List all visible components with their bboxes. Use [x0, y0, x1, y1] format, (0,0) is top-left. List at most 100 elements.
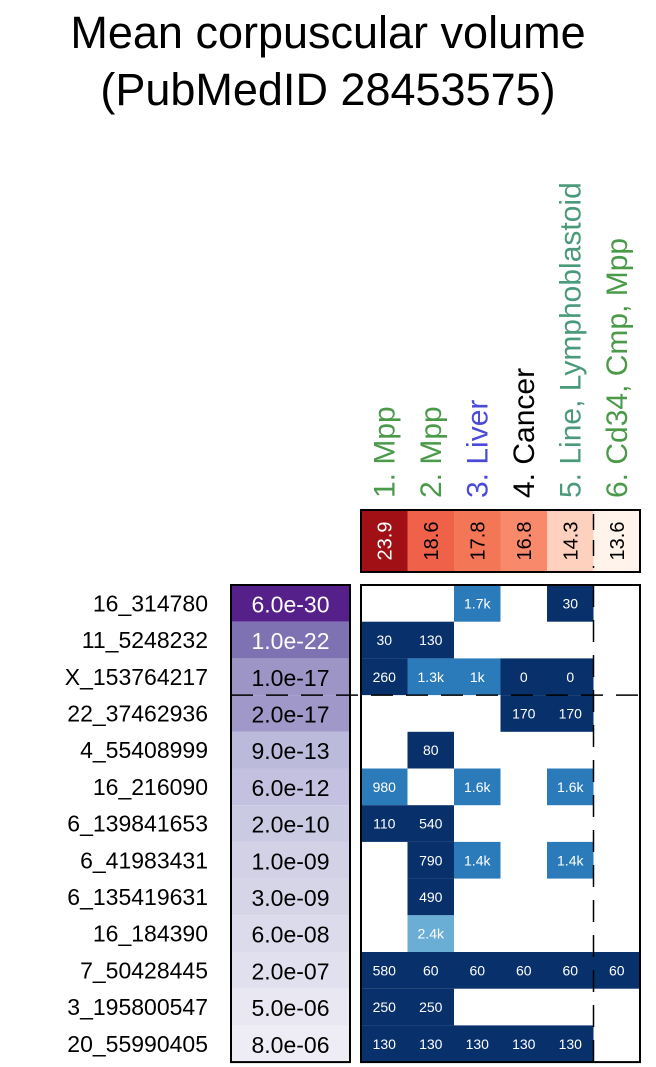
heatmap-cell [361, 621, 408, 659]
locus-label: 6_41983431 [80, 847, 208, 873]
tissue-score-value: 13.6 [607, 522, 629, 561]
pvalue-cell [231, 952, 350, 989]
heatmap-cell-value: 2.4k [418, 926, 445, 942]
heatmap-cell [407, 878, 454, 916]
heatmap-cell-value: 170 [559, 705, 583, 721]
heatmap-cell [454, 841, 501, 879]
locus-label: 6_139841653 [67, 811, 208, 837]
locus-label: 20_55990405 [67, 1031, 208, 1057]
tissue-label: 5. Line, Lymphoblastoid [554, 182, 587, 498]
heatmap-cell [454, 768, 501, 806]
heatmap-cell-value: 1.3k [418, 669, 445, 685]
pvalue-cell [231, 768, 350, 806]
tissue-score-cell [454, 510, 501, 572]
tissue-label: 1. Mpp [368, 406, 401, 498]
heatmap-cell [454, 658, 501, 696]
pvalue-text: 9.0e-13 [251, 738, 329, 764]
heatmap-cell-value: 1k [470, 669, 486, 685]
heatmap-cell-value: 250 [373, 999, 397, 1015]
pvalue-cell [231, 805, 350, 842]
chart-title: Mean corpuscular volume (PubMedID 2845357… [70, 7, 585, 115]
heatmap-cell-value: 80 [423, 742, 439, 758]
heatmap-cell-value: 260 [373, 669, 397, 685]
heatmap-cell [361, 1025, 408, 1063]
tissue-label: 6. Cd34, Cmp, Mpp [601, 238, 634, 498]
heatmap-cell [407, 915, 454, 952]
tissue-label: 4. Cancer [508, 368, 541, 498]
heatmap-cell [361, 988, 408, 1026]
pvalue-text: 2.0e-17 [251, 701, 329, 727]
heatmap-cell [500, 1025, 547, 1063]
heatmap-cell-value: 1.6k [557, 779, 584, 795]
locus-label: 3_195800547 [67, 994, 208, 1020]
locus-label: 16_216090 [93, 774, 208, 800]
tissue-score-row: 23.9 18.6 17.8 16.8 14.3 13.6 [360, 509, 641, 573]
heatmap-cell [407, 621, 454, 659]
pvalue-text: 5.0e-06 [251, 995, 329, 1021]
locus-label: X_153764217 [65, 664, 208, 690]
heatmap-cell-value: 980 [373, 779, 397, 795]
heatmap-cell [547, 1025, 594, 1063]
heatmap-cell [407, 731, 454, 769]
heatmap-cell-value: 60 [562, 962, 578, 978]
pvalue-text: 2.0e-07 [251, 958, 329, 984]
heatmap-cell-value: 790 [419, 852, 443, 868]
pvalue-column-border [230, 584, 351, 1064]
heatmap-cell-value: 60 [469, 962, 485, 978]
score-row-border [360, 509, 641, 573]
locus-label: 16_184390 [93, 921, 208, 947]
pvalue-cell [231, 695, 350, 732]
title-line-1: Mean corpuscular volume [70, 7, 585, 58]
heatmap-cell [361, 768, 408, 806]
heatmap-cell-value: 110 [373, 816, 396, 832]
heatmap-cell-value: 490 [419, 889, 443, 905]
heatmap-cell-value: 30 [376, 632, 392, 648]
heatmap-cell-value: 130 [466, 1036, 490, 1052]
locus-label: 6_135419631 [67, 884, 208, 910]
heatmap-cell [407, 658, 454, 696]
heatmap-cell [500, 658, 547, 696]
heatmap-cell [593, 952, 640, 989]
heatmap-cell [454, 1025, 501, 1063]
tissue-score-cell [547, 510, 594, 572]
locus-label: 16_314780 [93, 590, 208, 616]
heatmap-cell-value: 0 [566, 669, 574, 685]
pvalue-text: 2.0e-10 [251, 812, 329, 838]
tissue-score-value: 17.8 [467, 522, 489, 561]
heatmap-cell [407, 1025, 454, 1063]
heatmap-cell [547, 768, 594, 806]
pvalue-cell [231, 621, 350, 659]
heatmap-cell [361, 952, 408, 989]
pvalue-text: 1.0e-22 [251, 628, 329, 654]
pvalue-cell [231, 731, 350, 769]
heatmap-cell [361, 658, 408, 696]
pvalue-text: 1.0e-09 [251, 848, 329, 874]
locus-label: 22_37462936 [67, 700, 208, 726]
locus-label: 11_5248232 [82, 627, 208, 653]
heatmap-cell-value: 0 [520, 669, 528, 685]
tissue-score-cell [361, 510, 408, 572]
heatmap-cell-value: 60 [609, 962, 625, 978]
tissue-score-value: 23.9 [374, 522, 396, 561]
pvalue-cell [231, 915, 350, 952]
heatmap-cell-value: 170 [512, 705, 536, 721]
pvalue-cell [231, 658, 350, 696]
heatmap-cell [547, 695, 594, 732]
heatmap-cell [407, 841, 454, 879]
locus-label: 7_50428445 [80, 957, 208, 983]
heatmap-cell-value: 1.7k [464, 595, 491, 611]
title-line-2: (PubMedID 28453575) [100, 64, 555, 115]
tissue-labels: 1. Mpp 2. Mpp 3. Liver 4. Cancer 5. Line, Ly… [368, 182, 634, 498]
heatmap-cell-value: 130 [419, 632, 443, 648]
pvalue-column: 6.0e-30 1.0e-22 1.0e-17 2.0e-17 9.0e-13 6.0e-… [230, 584, 351, 1064]
heatmap-cell [407, 952, 454, 989]
tissue-score-value: 18.6 [421, 522, 443, 561]
heatmap-cell-value: 130 [373, 1036, 397, 1052]
heatmap-cell [361, 805, 408, 842]
heatmap-cell-value: 130 [559, 1036, 583, 1052]
pvalue-cell [231, 988, 350, 1026]
pvalue-cell [231, 585, 350, 622]
tissue-score-value: 14.3 [560, 522, 582, 561]
heatmap-cell-value: 130 [512, 1036, 536, 1052]
